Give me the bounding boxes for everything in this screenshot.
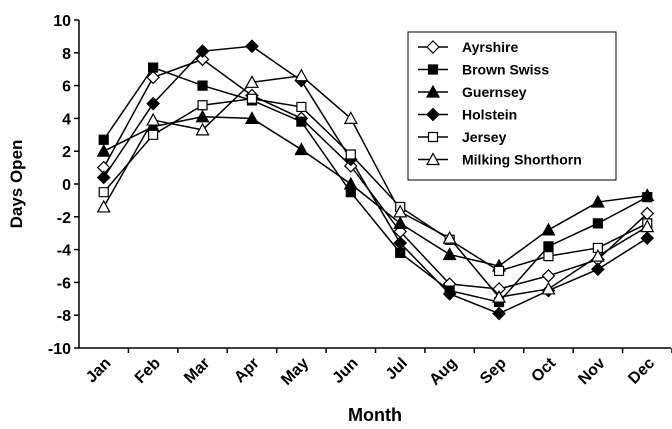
data-point — [245, 39, 259, 54]
y-tick-label: -4 — [57, 243, 71, 260]
y-tick-label: 6 — [62, 79, 71, 96]
legend-marker — [426, 40, 440, 54]
data-point — [96, 170, 111, 185]
data-point — [393, 204, 408, 218]
data-point — [244, 111, 259, 125]
legend-marker — [425, 152, 441, 166]
legend-marker — [426, 107, 440, 122]
data-point — [590, 194, 605, 208]
x-tick-label: Nov — [575, 355, 608, 388]
data-point — [590, 248, 605, 262]
data-point — [98, 187, 109, 198]
y-tick-label: 10 — [53, 13, 71, 30]
data-point — [640, 231, 655, 245]
y-tick-label: -8 — [57, 308, 71, 325]
x-tick-label: Mar — [181, 355, 213, 387]
data-point — [345, 149, 356, 160]
x-tick-label: Jun — [329, 355, 361, 387]
data-point — [195, 109, 210, 123]
data-point — [195, 122, 210, 136]
legend-marker — [425, 84, 441, 98]
data-point — [195, 52, 210, 67]
data-point — [195, 44, 210, 59]
data-point — [442, 230, 457, 244]
legend-label: Guernsey — [462, 84, 527, 100]
legend-box — [407, 31, 617, 181]
data-point — [640, 219, 655, 233]
data-point — [296, 101, 307, 113]
data-point — [197, 80, 208, 91]
data-point — [541, 222, 556, 236]
y-tick-label: -6 — [57, 275, 71, 292]
data-point — [492, 306, 506, 321]
legend-label: Milking Shorthorn — [462, 152, 582, 168]
y-tick-label: 4 — [62, 111, 71, 128]
x-tick-label: Apr — [231, 355, 263, 387]
data-point — [393, 236, 408, 250]
data-point — [442, 287, 457, 301]
series-line — [103, 66, 648, 303]
data-point — [343, 111, 358, 125]
series-line — [103, 45, 648, 315]
data-point — [96, 199, 111, 213]
x-tick-label: Feb — [132, 355, 164, 387]
data-point — [146, 112, 161, 126]
data-point — [296, 116, 307, 127]
x-tick-label: Dec — [625, 355, 658, 388]
x-tick-label: May — [278, 355, 312, 389]
data-point — [294, 142, 309, 156]
y-tick-label: -10 — [48, 341, 71, 358]
data-point — [98, 134, 109, 145]
y-tick-label: -2 — [57, 210, 71, 227]
data-point — [244, 75, 259, 88]
x-tick-label: Oct — [528, 354, 559, 385]
data-point — [148, 129, 159, 140]
data-point — [591, 262, 605, 277]
x-tick-label: Jul — [383, 355, 411, 383]
y-tick-label: 0 — [62, 177, 71, 194]
data-point — [148, 62, 159, 73]
data-point — [543, 241, 554, 252]
data-point — [197, 100, 208, 111]
data-point — [541, 281, 556, 295]
x-tick-label: Jan — [83, 355, 115, 387]
legend-label: Ayrshire — [462, 39, 519, 55]
data-point — [246, 93, 258, 104]
x-tick-label: Aug — [426, 355, 460, 389]
y-axis-label: Days Open — [7, 140, 26, 229]
data-point — [343, 176, 358, 190]
series-line — [103, 97, 648, 272]
data-point — [492, 289, 507, 303]
y-tick-label: 2 — [62, 144, 71, 161]
legend-label: Jersey — [462, 129, 507, 145]
data-point — [543, 251, 554, 262]
data-point — [96, 143, 111, 157]
data-point — [592, 242, 603, 254]
series-line — [103, 116, 648, 267]
data-point — [146, 96, 160, 111]
data-point — [493, 265, 505, 277]
legend-label: Brown Swiss — [462, 62, 549, 78]
legend-marker — [427, 131, 439, 143]
data-point — [640, 188, 655, 202]
x-tick-label: Sep — [477, 355, 510, 388]
series-line — [103, 58, 648, 290]
x-axis-label: Month — [348, 405, 402, 425]
data-point — [294, 68, 309, 82]
data-point — [442, 247, 457, 261]
series-line — [103, 74, 648, 298]
data-point — [541, 268, 556, 283]
data-point — [146, 70, 160, 85]
legend-marker — [427, 64, 439, 75]
y-tick-label: 8 — [62, 46, 71, 63]
data-point — [393, 216, 408, 229]
data-point — [592, 218, 603, 229]
legend-label: Holstein — [462, 107, 517, 123]
